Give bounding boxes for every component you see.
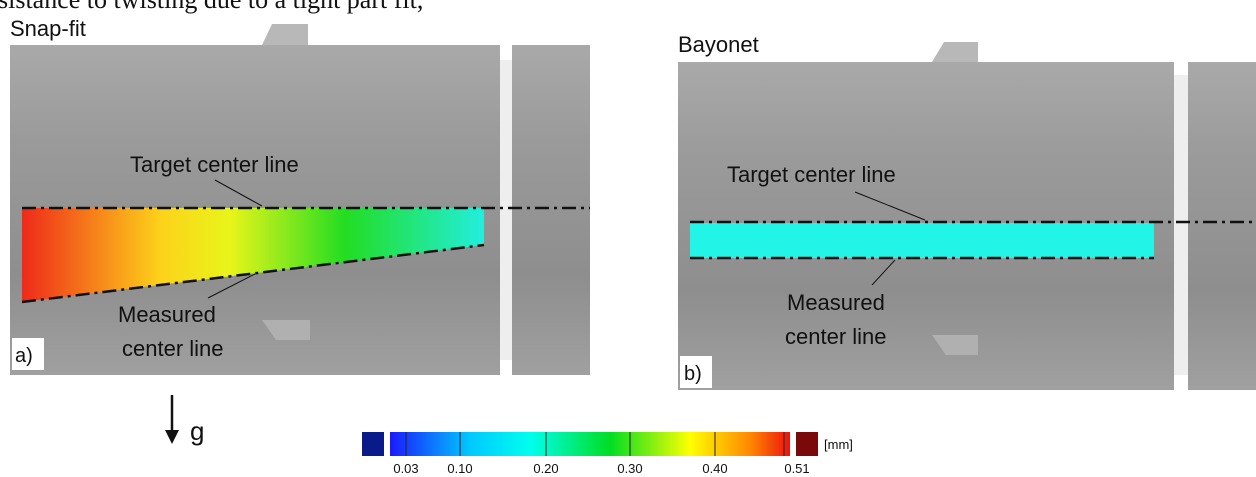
cylinder — [1188, 62, 1256, 390]
figure: sistance to twisting due to a tight part… — [0, 0, 1256, 477]
label: center line — [122, 336, 224, 361]
label: Measured — [118, 302, 216, 327]
tick-label: 0.10 — [447, 461, 472, 476]
panel-title: Snap-fit — [10, 16, 86, 41]
panel-b: Bayonet Target center line Measured cent… — [678, 32, 1256, 390]
panel-a: Snap-fit Target center line Measured cen… — [10, 16, 590, 375]
panel-title: Bayonet — [678, 32, 759, 57]
gravity-label: g — [190, 416, 204, 446]
gravity-arrowhead — [165, 430, 179, 444]
tab — [262, 24, 308, 45]
panel-tag: a) — [15, 345, 33, 367]
label: center line — [785, 324, 887, 349]
tab — [932, 42, 978, 62]
panel-tag: b) — [684, 363, 702, 385]
color-scale — [390, 432, 790, 456]
cylinder — [512, 45, 590, 375]
underflow-swatch — [362, 432, 384, 456]
gap — [1174, 75, 1188, 375]
tick-label: 0.30 — [617, 461, 642, 476]
label: Target center line — [727, 162, 896, 187]
deviation-area — [690, 223, 1154, 258]
gap — [500, 60, 512, 360]
tick-label: 0.51 — [784, 461, 809, 476]
caption-fragment: sistance to twisting due to a tight part… — [0, 0, 423, 14]
tick-label: 0.40 — [702, 461, 727, 476]
label: Target center line — [130, 152, 299, 177]
tick-label: 0.03 — [393, 461, 418, 476]
unit-label: [mm] — [824, 437, 853, 452]
tick-label: 0.20 — [533, 461, 558, 476]
overflow-swatch — [796, 432, 818, 456]
colorbar: [mm] 0.03 0.10 0.20 0.30 0.40 0.51 — [362, 432, 853, 476]
label: Measured — [787, 290, 885, 315]
